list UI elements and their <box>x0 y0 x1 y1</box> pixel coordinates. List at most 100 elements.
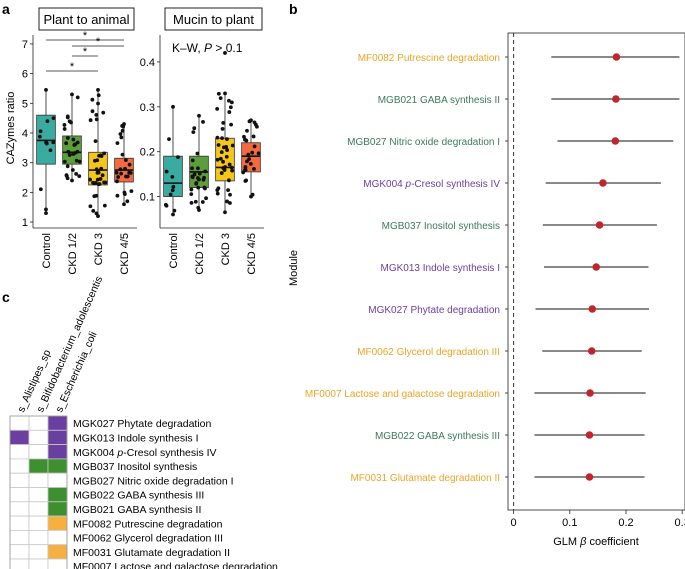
data-point <box>96 101 100 106</box>
data-point <box>216 143 221 147</box>
heatmap-cell <box>28 458 49 474</box>
module-label: MF0062 Glycerol degradation III <box>357 347 500 358</box>
data-point <box>123 166 127 171</box>
data-point <box>242 134 246 139</box>
data-point <box>197 171 202 176</box>
estimate-point <box>585 473 594 481</box>
data-point <box>252 144 257 149</box>
data-point <box>71 137 76 142</box>
forest-x-label: GLM β coefficient <box>553 536 639 548</box>
data-point <box>190 166 194 171</box>
y-tick-label: 0.4 <box>140 57 155 69</box>
x-tick-label: CKD 1/2 <box>194 233 206 275</box>
data-point <box>246 152 251 157</box>
data-point <box>65 176 70 181</box>
heatmap-row-label: MGB037 Inositol synthesis <box>73 461 197 473</box>
data-point <box>222 168 227 172</box>
heatmap-cell <box>47 429 68 445</box>
heatmap-cell <box>9 544 30 560</box>
data-point <box>74 172 79 176</box>
data-point <box>66 149 71 154</box>
data-point <box>193 199 198 204</box>
data-point <box>102 151 107 156</box>
data-point <box>125 199 130 204</box>
data-point <box>219 150 224 155</box>
data-point <box>218 96 223 101</box>
data-point <box>189 200 194 205</box>
module-label: MF0007 Lactose and galactose degradation <box>305 389 500 400</box>
heatmap-cell <box>28 558 49 569</box>
data-point <box>253 122 258 127</box>
data-point <box>127 162 132 167</box>
data-point <box>44 88 48 92</box>
heatmap-cell <box>47 415 68 431</box>
heatmap-cell <box>9 515 30 531</box>
data-point <box>249 118 253 123</box>
data-point <box>93 158 97 163</box>
data-point <box>90 109 95 114</box>
module-label: MGK004 p-Cresol synthesis IV <box>363 179 500 190</box>
y-axis-label: CAZymes ratio <box>5 92 17 165</box>
heatmap-border <box>9 415 68 569</box>
y-tick-label: 2 <box>22 187 28 199</box>
heatmap-cell <box>47 472 68 488</box>
data-point <box>38 129 43 134</box>
panel-a-plant-to-animal: Plant to animal CAZymes ratio 1 2 3 4 5 6 7 Con… <box>5 7 137 275</box>
data-point <box>118 132 123 136</box>
heatmap-cell <box>28 487 49 503</box>
data-point <box>189 192 194 197</box>
heatmap-row-label: MF0062 Glycerol degradation III <box>73 533 223 545</box>
panel-c-heatmap: MGK027 Phytate degradation MGK013 Indole … <box>9 274 278 569</box>
heatmap-cell <box>47 530 68 546</box>
data-point <box>88 118 93 123</box>
data-point <box>245 159 249 164</box>
estimate-point <box>592 263 601 271</box>
data-point <box>119 171 124 176</box>
module-label: MGK027 Phytate degradation <box>368 305 500 316</box>
x-tick-label: 0.1 <box>562 517 577 529</box>
data-point <box>225 199 229 204</box>
heatmap-cell <box>47 458 68 474</box>
data-point <box>75 95 80 100</box>
data-point <box>196 166 200 171</box>
data-point <box>223 210 227 215</box>
data-point <box>122 190 127 195</box>
data-point <box>170 175 175 179</box>
data-point <box>116 175 121 179</box>
heatmap-cell <box>9 487 30 503</box>
heatmap-row-label: MF0031 Glutamate degradation II <box>73 547 230 559</box>
module-label-part: p <box>405 179 412 190</box>
data-point <box>93 180 98 185</box>
data-point <box>197 208 201 212</box>
data-point <box>94 193 99 198</box>
data-point <box>249 194 253 199</box>
data-point <box>101 110 106 115</box>
data-point <box>70 92 74 97</box>
data-point <box>62 127 67 131</box>
data-point <box>224 145 229 149</box>
data-point <box>64 173 69 177</box>
outlier-point <box>223 51 227 55</box>
data-point <box>96 88 100 92</box>
heatmap-row-label: MGK004 p-Cresol synthesis IV <box>73 447 217 459</box>
heatmap-row-label: MF0007 Lactose and galactose degradation <box>73 561 278 569</box>
data-point <box>227 178 231 183</box>
data-point <box>168 192 173 197</box>
heatmap-cell <box>28 472 49 488</box>
data-point <box>65 136 70 140</box>
data-point <box>215 191 220 196</box>
x-tick-label: Control <box>168 233 180 268</box>
mucin-to-plant-title: Mucin to plant <box>173 12 254 27</box>
data-point <box>77 174 82 179</box>
module-label-part: MGK004 <box>363 179 405 190</box>
data-point <box>243 137 247 142</box>
heatmap-row-label-part: MGK004 <box>73 447 117 459</box>
x-tick-label: 0.2 <box>618 517 633 529</box>
y-tick-label: 6 <box>22 69 28 81</box>
panel-a-mucin-to-plant: Mucin to plant K–W, P > 0.1 0.1 0.2 0.3 0.4… <box>140 7 264 275</box>
data-point <box>71 152 76 156</box>
data-point <box>114 170 119 175</box>
data-point <box>190 158 195 163</box>
data-point <box>62 159 67 164</box>
